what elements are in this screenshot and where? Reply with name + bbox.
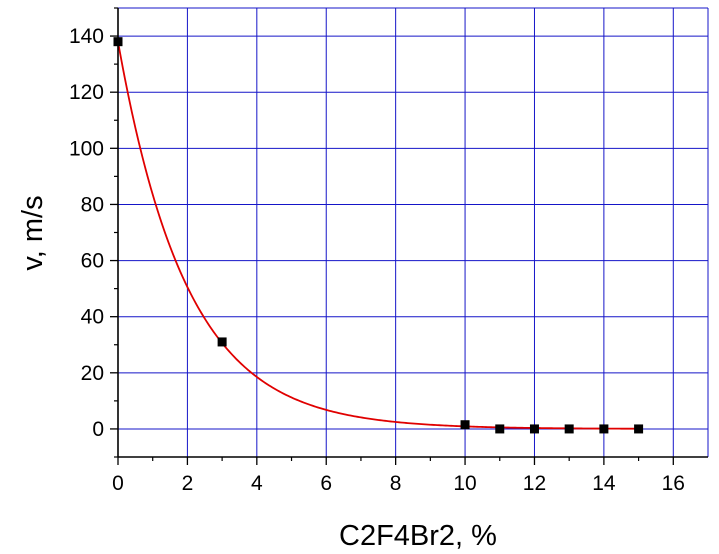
data-point-marker [529,424,539,434]
x-tick-label: 8 [390,472,402,495]
x-tick-label: 6 [320,472,332,495]
data-point-marker [564,424,574,434]
x-tick-label: 10 [453,472,476,495]
data-point-marker [460,420,470,430]
data-point-marker [217,337,227,347]
x-tick-label: 0 [112,472,124,495]
x-tick-label: 16 [662,472,685,495]
tick-labels: 0 2 4 6 8 10 12 14 16 0 20 40 60 80 100 120 140 [69,25,685,495]
data-point-marker [599,424,609,434]
y-tick-label: 0 [92,418,104,441]
fit-curve-layer [117,41,639,430]
y-tick-label: 120 [69,81,104,104]
x-tick-label: 14 [592,472,616,495]
y-tick-label: 80 [81,193,104,216]
grid [118,7,709,457]
y-tick-label: 100 [69,137,104,160]
data-point-marker [495,424,505,434]
data-point-marker [634,424,644,434]
x-tick-label: 4 [251,472,263,495]
y-tick-label: 20 [81,362,104,385]
data-points [113,37,644,434]
y-axis-title: v, m/s [17,195,49,270]
x-axis-title: C2F4Br2, % [339,520,497,552]
x-tick-label: 12 [523,472,546,495]
y-tick-label: 60 [81,250,104,273]
y-tick-label: 40 [81,306,104,329]
axes [110,7,708,465]
x-tick-label: 2 [182,472,194,495]
y-tick-label: 140 [69,25,104,48]
fit-curve [117,41,639,430]
